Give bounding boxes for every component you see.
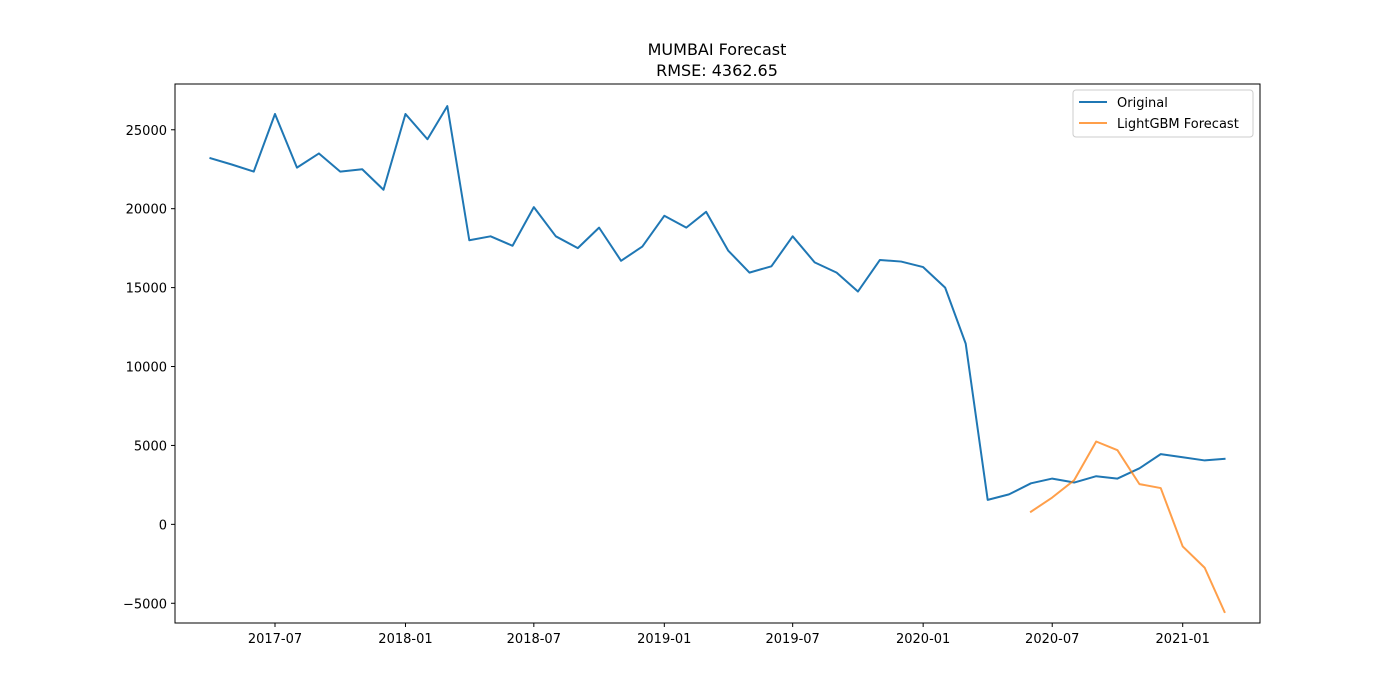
x-tick-label: 2020-01 (896, 632, 950, 647)
plot-frame (174, 83, 1261, 624)
y-tick-label: 20000 (126, 203, 167, 218)
x-tick-label: 2020-07 (1025, 632, 1079, 647)
chart-title: MUMBAI Forecast (648, 40, 787, 59)
legend-label-original: Original (1117, 96, 1168, 111)
x-tick-label: 2018-01 (378, 632, 432, 647)
x-tick-label: 2021-01 (1156, 632, 1210, 647)
y-tick-label: 10000 (126, 361, 167, 376)
legend-frame (1072, 89, 1254, 138)
x-tick-label: 2019-07 (766, 632, 820, 647)
chart-subtitle: RMSE: 4362.65 (656, 61, 778, 80)
legend-label-forecast: LightGBM Forecast (1117, 117, 1239, 132)
series-line-forecast (1029, 440, 1226, 614)
y-tick-label: 5000 (134, 439, 167, 454)
x-tick-label: 2018-07 (507, 632, 561, 647)
y-tick-label: 0 (159, 518, 167, 533)
y-tick-label: 15000 (126, 282, 167, 297)
series-line-original (209, 105, 1226, 501)
y-tick-label: 25000 (126, 124, 167, 139)
plot-area: 2017-07 2018-01 2018-07 2019-01 2019-07 2020-… (123, 83, 1261, 647)
y-tick-label: −5000 (123, 597, 167, 612)
legend: Original LightGBM Forecast (1072, 89, 1254, 138)
x-tick-label: 2019-01 (637, 632, 691, 647)
x-tick-label: 2017-07 (248, 632, 302, 647)
